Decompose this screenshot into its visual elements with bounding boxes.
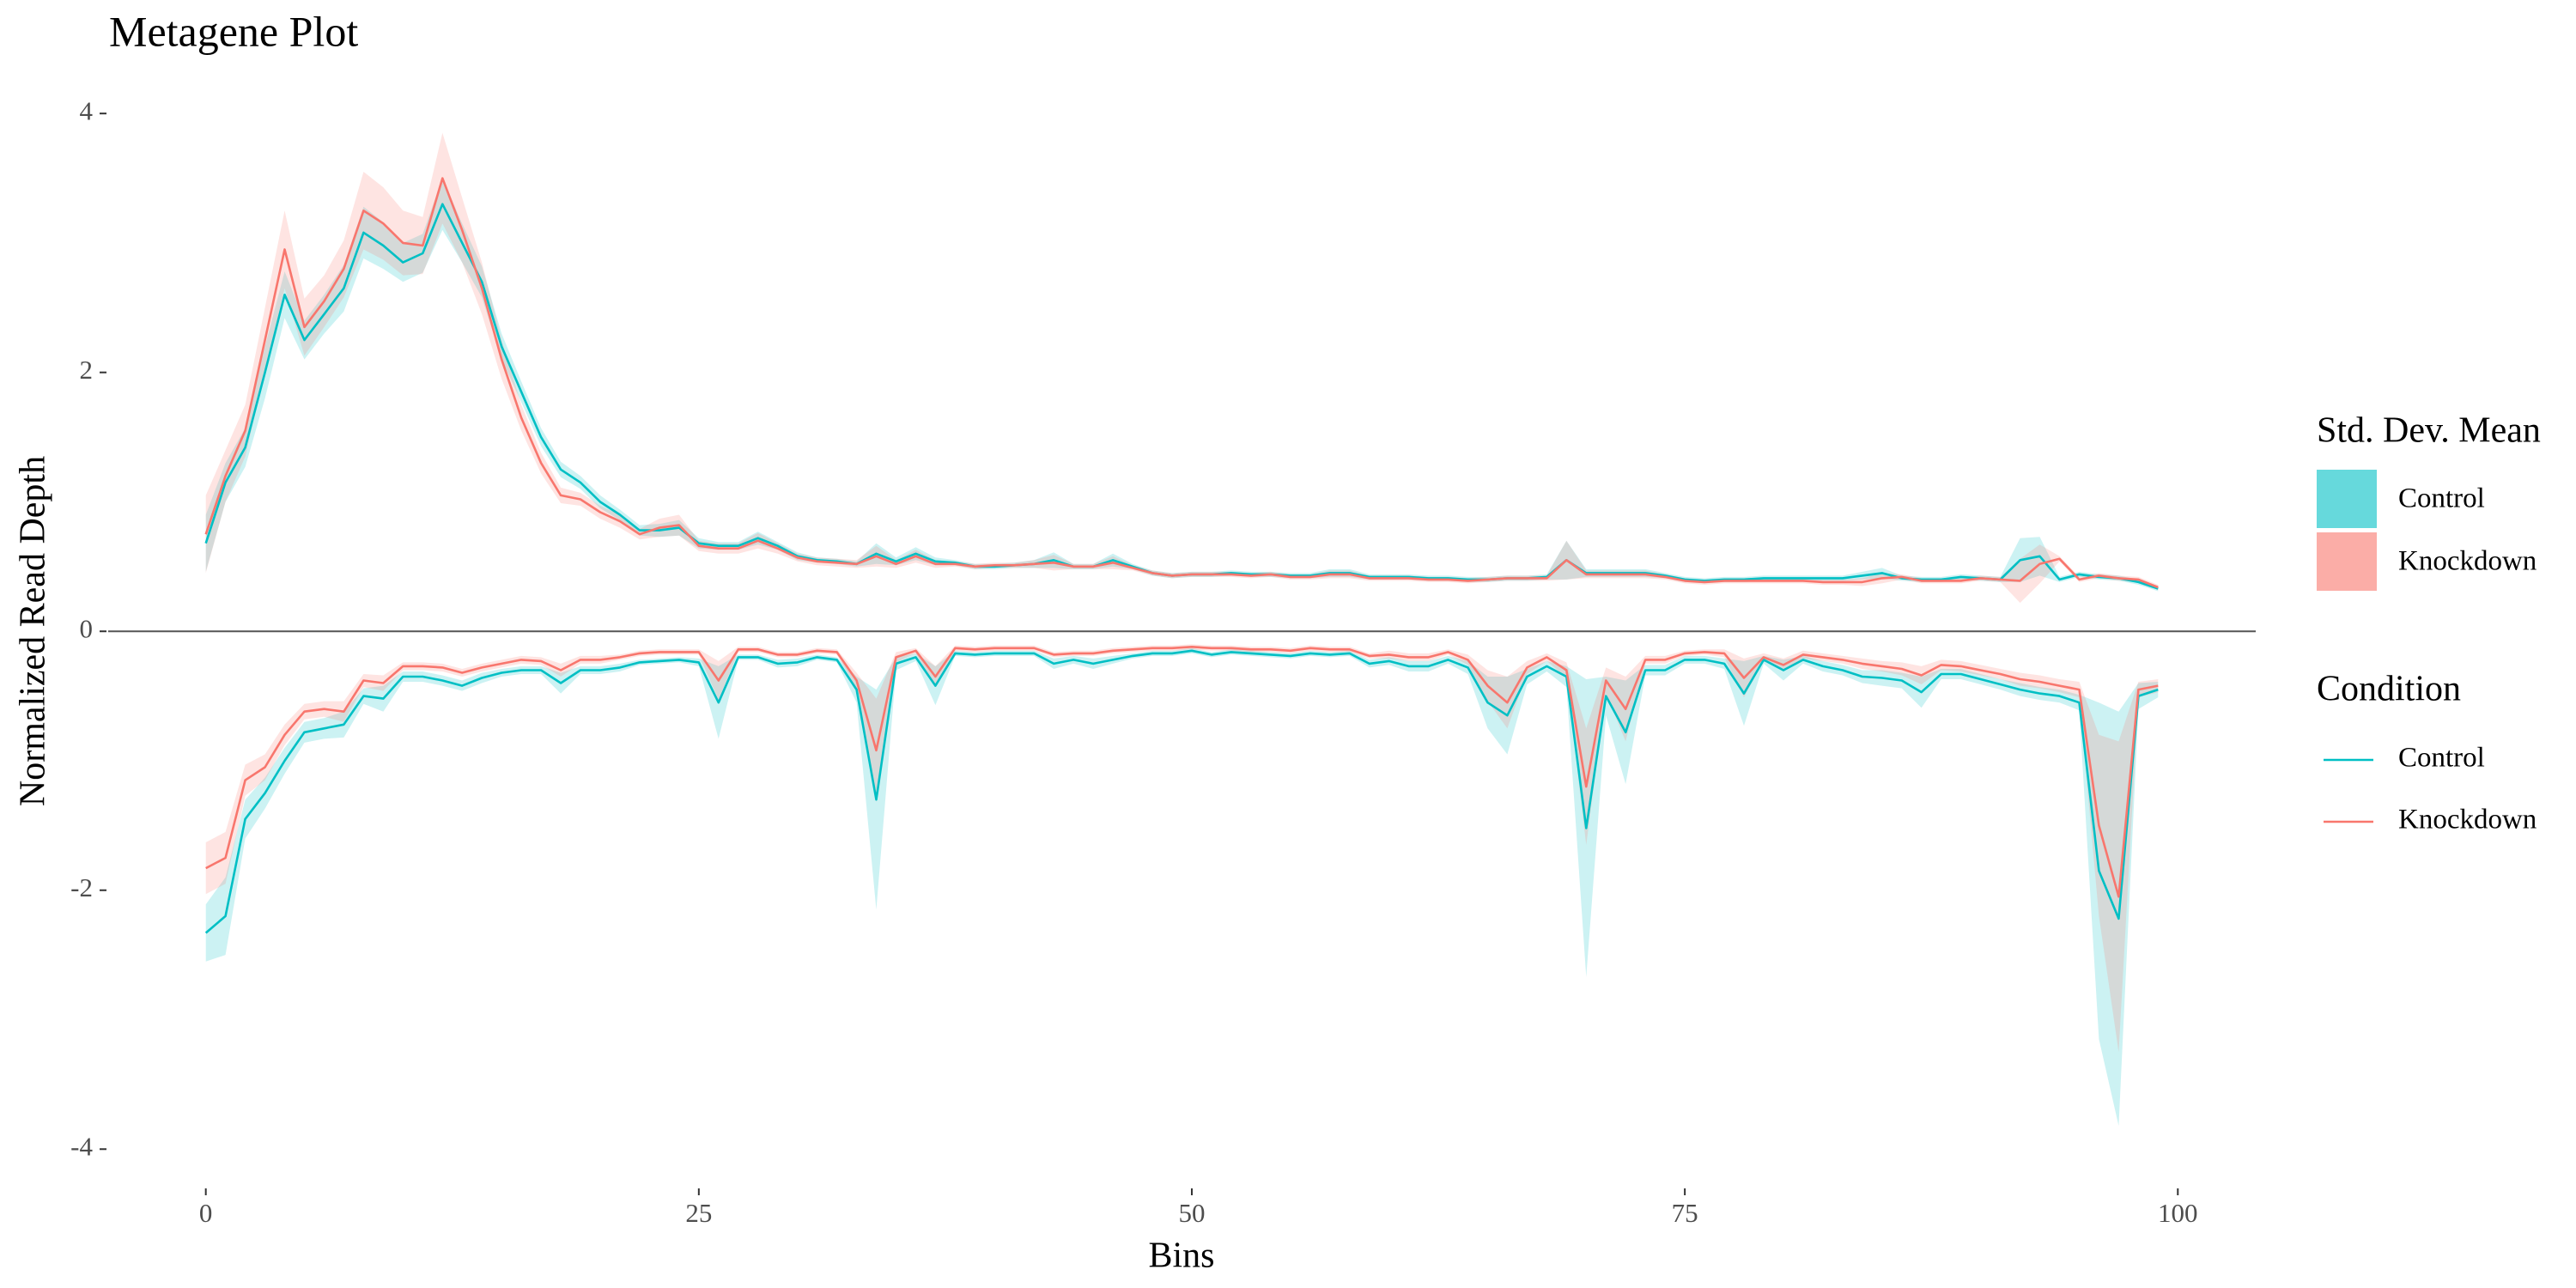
legend-title: Std. Dev. Mean [2317,411,2541,451]
y-tick-label: -4 [70,1131,93,1161]
y-tick-label: 0 [80,613,94,643]
y-tick-label: 2 [80,355,94,385]
y-tick-label: -2 [70,872,93,902]
x-tick-label: 0 [199,1198,213,1228]
mean-line [204,649,2159,934]
sd-ribbon [205,644,2159,1053]
sd-ribbon [205,647,2159,1127]
legend-label: Knockdown [2398,546,2537,577]
sd-ribbon [205,132,2159,604]
legend-label: Control [2398,483,2485,514]
sd-ribbon [205,178,2159,592]
x-axis-title: Bins [1148,1236,1214,1276]
y-tick-label: 4 [80,95,94,125]
y-axis-title: Normalized Read Depth [14,456,53,806]
legend-title: Condition [2317,670,2461,709]
x-tick-label: 25 [685,1198,712,1228]
mean-line [204,203,2159,590]
legend-swatch [2317,470,2377,528]
mean-line [205,646,2159,898]
x-tick-label: 100 [2158,1198,2198,1228]
legend-swatch [2317,532,2377,591]
x-tick-label: 75 [1672,1198,1698,1228]
x-tick-label: 50 [1178,1198,1205,1228]
mean-line [204,177,2159,589]
legend-label: Control [2398,743,2485,774]
legend-label: Knockdown [2398,805,2537,835]
chart-title: Metagene Plot [109,7,358,55]
